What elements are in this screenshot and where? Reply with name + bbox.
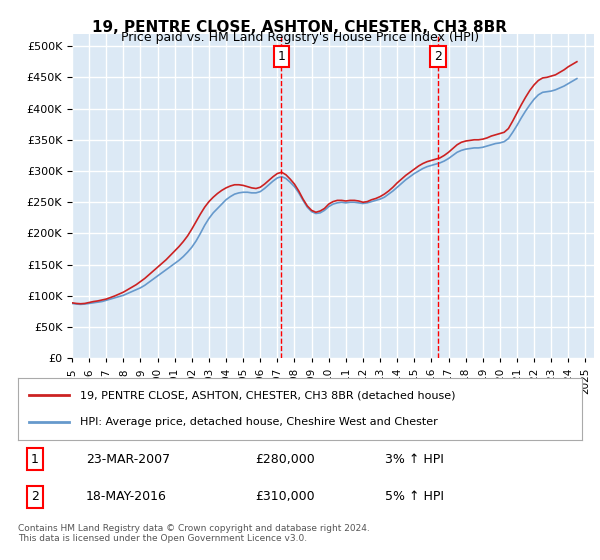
Text: 19, PENTRE CLOSE, ASHTON, CHESTER, CH3 8BR: 19, PENTRE CLOSE, ASHTON, CHESTER, CH3 8… — [92, 20, 508, 35]
Text: 1: 1 — [31, 452, 39, 465]
Text: HPI: Average price, detached house, Cheshire West and Chester: HPI: Average price, detached house, Ches… — [80, 417, 438, 427]
Text: £280,000: £280,000 — [255, 452, 314, 465]
Text: Price paid vs. HM Land Registry's House Price Index (HPI): Price paid vs. HM Land Registry's House … — [121, 31, 479, 44]
Text: 18-MAY-2016: 18-MAY-2016 — [86, 491, 167, 503]
Text: 19, PENTRE CLOSE, ASHTON, CHESTER, CH3 8BR (detached house): 19, PENTRE CLOSE, ASHTON, CHESTER, CH3 8… — [80, 390, 455, 400]
Text: 2: 2 — [434, 50, 442, 63]
Text: 1: 1 — [277, 50, 285, 63]
Text: 23-MAR-2007: 23-MAR-2007 — [86, 452, 170, 465]
Text: Contains HM Land Registry data © Crown copyright and database right 2024.
This d: Contains HM Land Registry data © Crown c… — [18, 524, 370, 543]
Text: £310,000: £310,000 — [255, 491, 314, 503]
Text: 2: 2 — [31, 491, 39, 503]
Text: 3% ↑ HPI: 3% ↑ HPI — [385, 452, 443, 465]
Text: 5% ↑ HPI: 5% ↑ HPI — [385, 491, 443, 503]
